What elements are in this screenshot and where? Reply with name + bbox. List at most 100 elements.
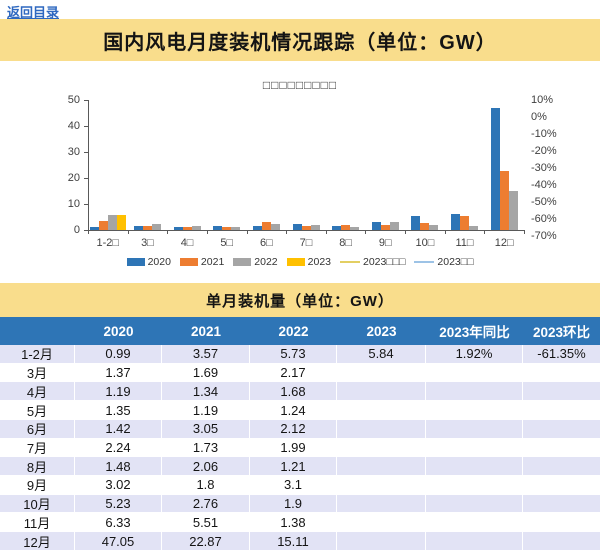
x-category-label: 1-2□ [96,237,120,249]
legend-item: 2023□□□ [340,256,405,268]
x-axis-tick [325,230,327,234]
back-to-contents-link[interactable]: 返回目录 [7,5,60,20]
chart-bar [222,226,232,230]
legend-item: 2023 [286,256,331,268]
table-cell [426,401,523,420]
chart-bar [499,170,509,230]
x-category-label: 3□ [141,237,154,249]
row-month-label: 11月 [0,513,75,533]
table-cell: 1.99 [250,438,337,458]
chart-bar [292,224,302,230]
chart-bar [508,190,518,230]
legend-bar-swatch [179,258,198,266]
legend-bar-swatch [233,258,252,266]
row-month-label: 1-2月 [0,345,75,364]
legend-label: 2020 [147,256,171,268]
legend-item: 2020 [126,256,171,268]
chart-bar [89,227,99,230]
x-axis-tick [365,230,367,234]
y-axis-tick-label: 0 [73,224,80,236]
x-axis-tick [286,230,288,234]
chart-bar [301,225,311,230]
x-axis-tick [88,230,89,234]
chart-bar [341,224,351,230]
table-cell [426,513,523,533]
table-cell: 1.92% [426,345,523,364]
y-axis-tick-label: 10 [67,198,80,210]
right-axis-tick-label: 0% [531,111,547,123]
right-axis-tick-label: -30% [531,162,557,174]
x-axis-tick [206,230,208,234]
row-month-label: 9月 [0,476,75,495]
legend-label: 2023□□□ [363,256,406,268]
column-header: 2020 [103,323,134,339]
chart-bar [270,224,280,230]
table-cell [337,419,426,439]
table-cell: 1.68 [250,382,337,402]
table-cell [337,532,426,551]
table-cell: 1.9 [250,494,337,514]
chart-bar [173,226,183,230]
table-cell: 2.12 [250,419,337,439]
table-row: 4月 1.19 1.34 1.68 [0,382,600,402]
table-cell: 2.06 [162,457,250,477]
table-cell: 1.38 [250,513,337,533]
chart-bar [469,226,479,230]
right-axis-tick-label: -10% [531,128,557,140]
table-row: 7月 2.24 1.73 1.99 [0,438,600,458]
table-cell [523,476,600,495]
x-category-label: 6□ [259,237,273,249]
legend-label: 2023□□ [437,256,474,268]
table-title: 单月装机量（单位：GW） [0,283,600,317]
table-cell: 3.57 [162,345,250,364]
y-axis-tick-label: 50 [67,94,80,106]
legend-item: 2021 [179,256,224,268]
x-axis-tick [444,230,446,234]
row-month-label: 10月 [0,494,75,514]
x-category-label: 11□ [455,237,474,249]
x-axis-tick [405,230,407,234]
chart-bar [389,221,399,230]
chart-bar [411,216,421,230]
table-cell: 0.99 [75,345,162,364]
table-cell: 1.24 [250,401,337,420]
page-title: 国内风电月度装机情况跟踪（单位：GW） [0,19,600,61]
chart-bar [350,226,360,230]
y-axis-tick [84,230,88,231]
x-category-label: 12□ [494,237,514,249]
table-cell [523,439,600,458]
chart-bar [380,225,390,230]
table-cell [337,382,426,402]
table-cell [426,363,523,383]
table-cell: -61.35% [523,345,600,364]
row-month-label: 5月 [0,401,75,420]
x-axis-tick [524,230,525,234]
x-axis-line [88,230,525,231]
table-cell: 47.05 [75,532,162,551]
table-cell [426,457,523,477]
table-cell [426,382,523,402]
monthly-installation-chart: □□□□□□□□□ 0 10 20 30 40 50 1-2□ 3□ 4□ 5□ 6□ 7□ 8□ 9□ 1… [0,66,600,280]
chart-bar [151,224,161,230]
x-category-label: 7□ [299,237,313,249]
chart-bar [107,215,117,230]
row-month-label: 8月 [0,457,75,477]
chart-bar [460,215,470,230]
table-row: 8月 1.48 2.06 1.21 [0,457,600,477]
chart-bar [310,224,320,230]
row-month-label: 12月 [0,532,75,551]
chart-bar [429,225,439,230]
legend-line-swatch [414,261,435,263]
legend-item: 2023□□ [414,256,473,268]
table-cell: 1.35 [75,401,162,420]
legend-bar-swatch [126,258,145,266]
table-row: 9月 3.02 1.8 3.1 [0,476,600,495]
y-axis-tick [84,100,88,101]
monthly-install-table: 2020 2021 2022 2023 2023年同比 2023环比 1-2月 0.99 3.… [0,317,600,551]
y-axis-tick [84,204,88,205]
table-row: 6月 1.42 3.05 2.12 [0,419,600,439]
table-cell: 5.51 [162,513,250,533]
chart-legend: 2020 2021 2022 2023 2023□□□ 2023□□ [0,256,600,268]
column-header [0,317,75,345]
